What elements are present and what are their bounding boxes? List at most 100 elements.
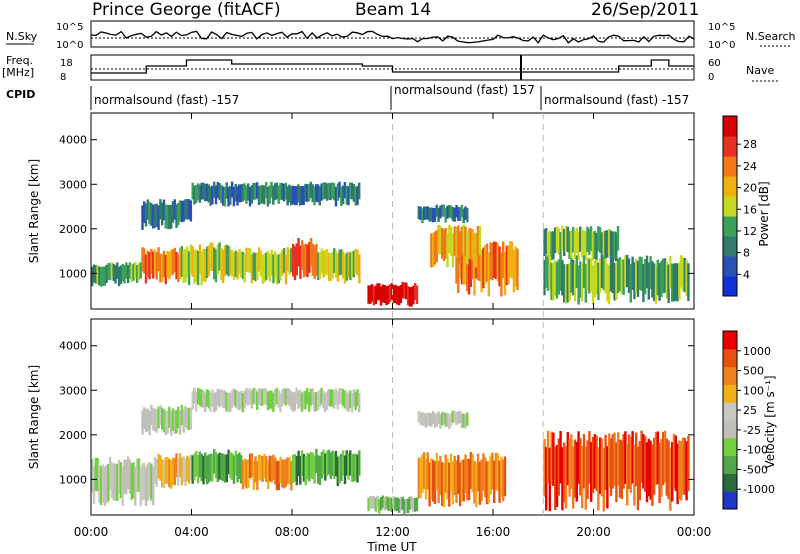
heatmap-cell [274, 251, 277, 278]
heatmap-band [229, 247, 293, 285]
heatmap-cell [424, 413, 428, 428]
heatmap-cell [410, 287, 413, 307]
heatmap-cell [114, 463, 117, 501]
heatmap-cell [453, 410, 456, 423]
heatmap-cell [473, 460, 476, 504]
heatmap-cell [658, 442, 661, 504]
heatmap-cell [557, 438, 560, 496]
heatmap-cell [170, 204, 173, 229]
heatmap-cell [570, 434, 573, 489]
heatmap-cell [204, 392, 207, 413]
heatmap-cell [252, 460, 255, 491]
heatmap-cell [270, 181, 273, 198]
heatmap-cell [116, 463, 119, 501]
heatmap-cell [448, 414, 451, 430]
heatmap-cell [392, 496, 395, 509]
heatmap-cell [117, 266, 121, 287]
heatmap-cell [148, 410, 151, 436]
heatmap-cell [424, 206, 428, 220]
heatmap-cell [320, 248, 324, 274]
heatmap-cell [369, 285, 372, 304]
heatmap-cell [144, 466, 148, 507]
heatmap-cell [358, 392, 361, 413]
heatmap-cell [320, 183, 323, 201]
heatmap-cell [609, 438, 613, 496]
heatmap-cell [491, 242, 494, 281]
heatmap-cell [557, 259, 560, 295]
heatmap-cell [401, 282, 404, 299]
heatmap-cell [446, 413, 449, 427]
heatmap-cell [379, 286, 383, 306]
heatmap-cell [218, 389, 221, 408]
heatmap-cell [671, 441, 674, 502]
heatmap-cell [460, 204, 464, 218]
heatmap-cell [263, 388, 266, 405]
heatmap-cell [602, 447, 605, 512]
heatmap-cell [211, 242, 214, 271]
heatmap-cell [444, 228, 447, 259]
heatmap-cell [218, 183, 221, 201]
heatmap-cell [680, 255, 683, 288]
heatmap-cell [284, 255, 288, 285]
heatmap-cell [458, 231, 462, 264]
heatmap-cell [573, 230, 577, 259]
x-tick-label: 08:00 [275, 525, 310, 539]
heatmap-cell [155, 252, 158, 280]
heatmap-cell [216, 388, 219, 406]
heatmap-cell [600, 232, 604, 262]
heatmap-cell [168, 205, 171, 230]
heatmap-band [141, 199, 193, 230]
heatmap-cell [297, 390, 300, 409]
heatmap-cell [458, 411, 462, 424]
heatmap-cell [290, 186, 293, 206]
heatmap-cell [324, 249, 327, 276]
heatmap-cell [343, 182, 347, 199]
heatmap-cell [272, 254, 275, 284]
heatmap-cell [241, 183, 244, 202]
heatmap-cell [448, 462, 451, 507]
heatmap-cell [412, 498, 415, 512]
x-tick-label: 04:00 [174, 525, 209, 539]
heatmap-cell [451, 233, 455, 268]
heatmap-cell [595, 259, 598, 295]
heatmap-cell [168, 406, 171, 429]
heatmap-cell [564, 226, 568, 251]
heatmap-cell [222, 453, 225, 482]
heatmap-cell [555, 261, 559, 299]
heatmap-cell [143, 407, 146, 429]
heatmap-band [191, 449, 243, 485]
heatmap-cell [166, 410, 169, 434]
heatmap-cell [286, 457, 289, 484]
heatmap-cell [128, 262, 132, 279]
heatmap-cell [297, 184, 300, 203]
heatmap-cell [250, 390, 253, 409]
heatmap-cell [290, 461, 293, 491]
heatmap-cell [263, 185, 266, 205]
heatmap-cell [347, 452, 350, 480]
heatmap-cell [453, 455, 456, 496]
heatmap-cell [446, 233, 449, 268]
heatmap-cell [503, 251, 507, 296]
heatmap-cell [229, 186, 232, 205]
heatmap-cell [227, 245, 230, 277]
heatmap-cell [597, 447, 600, 511]
heatmap-cell [112, 463, 115, 501]
colorbar-tick-label: 4 [743, 268, 750, 281]
heatmap-cell [406, 498, 410, 514]
heatmap-cell [437, 411, 440, 424]
heatmap-cell [177, 253, 180, 283]
heatmap-cell [150, 203, 153, 226]
heatmap-cell [243, 183, 246, 201]
heatmap-cell [231, 453, 234, 480]
heatmap-cell [299, 245, 302, 279]
heatmap-cell [503, 456, 507, 497]
heatmap-band [417, 452, 507, 508]
heatmap-cell [184, 458, 187, 486]
heatmap-cell [343, 254, 347, 284]
heatmap-cell [141, 205, 144, 230]
heatmap-cell [602, 231, 605, 260]
heatmap-cell [444, 413, 447, 427]
heatmap-cell [263, 253, 266, 283]
heatmap-cell [444, 208, 447, 223]
heatmap-cell [207, 245, 211, 276]
